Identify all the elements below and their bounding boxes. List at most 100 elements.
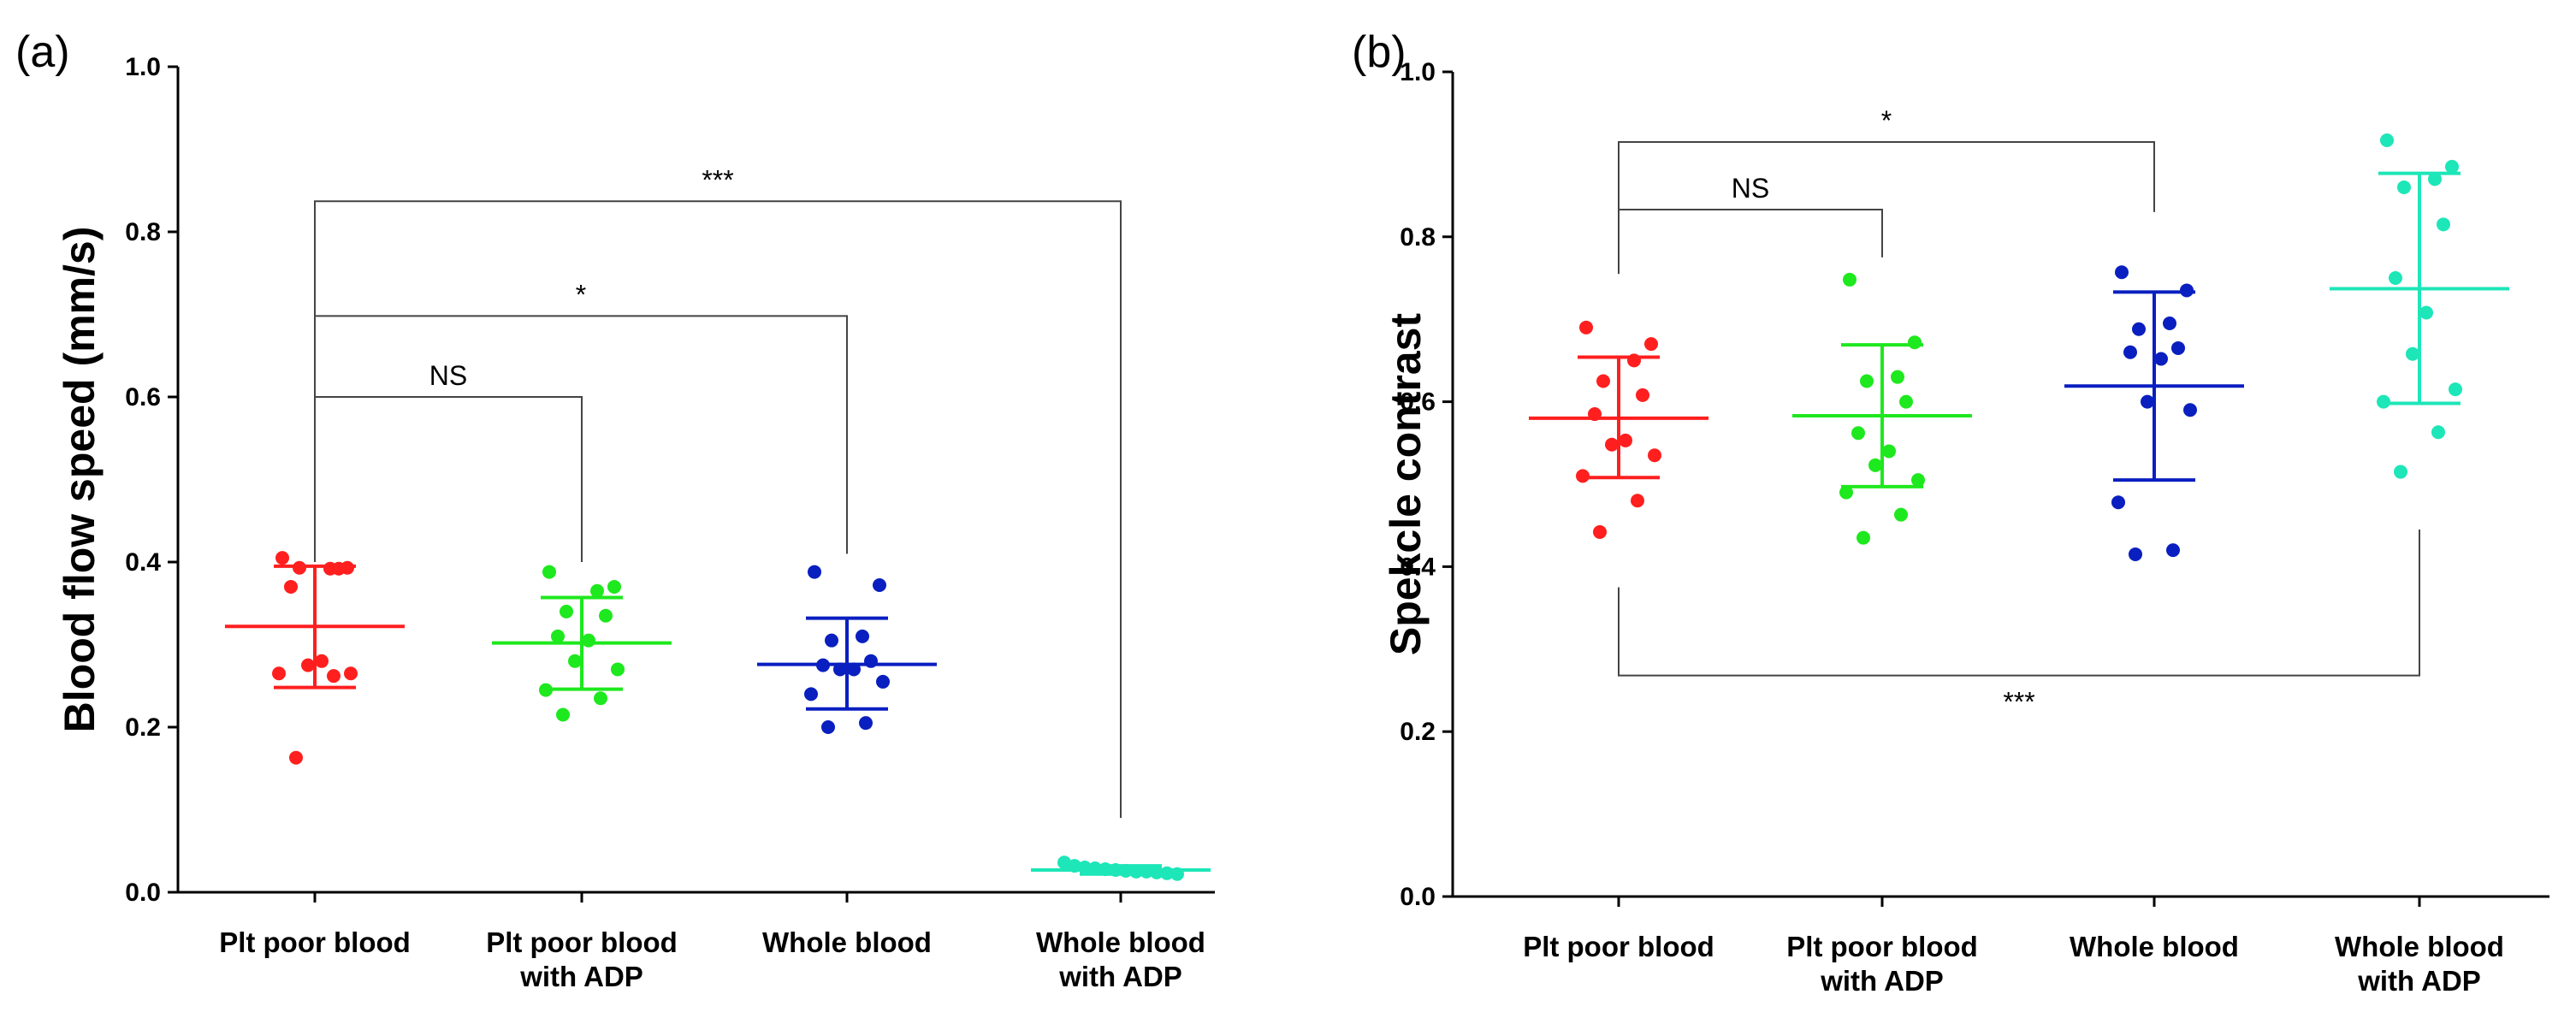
data-point <box>1588 407 1602 422</box>
data-point <box>808 565 821 579</box>
significance-label: NS <box>1732 173 1769 204</box>
data-point <box>864 654 878 668</box>
data-point <box>2141 394 2154 409</box>
data-point <box>275 551 289 565</box>
data-point <box>1593 524 1607 539</box>
data-point <box>1899 394 1913 409</box>
data-point <box>816 658 830 672</box>
panel-label: (a) <box>15 27 70 77</box>
data-point <box>611 662 625 677</box>
data-point <box>594 691 607 706</box>
y-tick-label: 0.2 <box>1400 718 1436 746</box>
data-point <box>1644 337 1658 352</box>
data-point <box>607 579 621 594</box>
significance-label: * <box>1881 105 1892 136</box>
y-axis-title: Spekcle contrast <box>1382 313 1430 656</box>
data-point <box>2428 172 2442 186</box>
data-point <box>804 687 818 701</box>
data-point <box>1579 320 1593 334</box>
data-point <box>599 608 613 623</box>
data-point <box>1911 473 1925 488</box>
x-category-label: Whole blood <box>2335 931 2504 962</box>
data-point <box>2163 317 2176 331</box>
data-point <box>1099 861 1112 876</box>
data-point <box>1843 272 1856 287</box>
data-point <box>1648 448 1661 463</box>
data-point <box>821 720 835 734</box>
x-category-label: Plt poor blood <box>1786 931 1978 962</box>
data-point <box>327 669 341 684</box>
data-point <box>1170 867 1184 881</box>
series-group <box>1792 272 1972 545</box>
significance-label: *** <box>702 164 733 195</box>
data-point <box>1150 865 1164 879</box>
data-point <box>542 565 556 579</box>
data-point <box>2449 382 2462 397</box>
series-group <box>1031 855 1211 881</box>
data-point <box>582 633 595 648</box>
y-tick-label: 0.8 <box>125 218 161 246</box>
significance-bracket <box>1618 530 2420 677</box>
x-category-label: with ADP <box>2357 965 2481 997</box>
significance-bracket <box>314 396 583 562</box>
data-point <box>1596 374 1610 388</box>
data-point <box>1088 861 1102 876</box>
data-point <box>856 629 869 643</box>
data-point <box>876 674 890 689</box>
significance-bracket <box>314 200 1122 819</box>
data-point <box>833 662 847 677</box>
x-category-label: Plt poor blood <box>486 926 678 958</box>
data-point <box>1851 426 1865 441</box>
data-point <box>2419 305 2433 320</box>
y-tick-label: 0.8 <box>1400 223 1436 252</box>
data-point <box>2115 265 2129 280</box>
data-point <box>332 561 346 576</box>
x-category-label: with ADP <box>1820 965 1944 997</box>
data-point <box>272 666 286 681</box>
data-point <box>2389 271 2402 285</box>
panel-a: (a) 0.0 0.2 0.4 0.6 0.8 1.0 Blood flow speed (m… <box>15 27 1215 992</box>
data-point <box>539 683 553 697</box>
data-point <box>1839 485 1853 500</box>
x-category-label: with ADP <box>1058 961 1182 992</box>
y-tick-label: 1.0 <box>1400 58 1436 86</box>
data-point <box>2154 352 2168 366</box>
data-point <box>1160 866 1174 880</box>
data-point <box>2431 425 2445 440</box>
axes <box>1451 72 2549 898</box>
data-point <box>560 604 573 618</box>
x-category-label: with ADP <box>519 961 643 992</box>
data-point <box>2445 159 2459 174</box>
data-point <box>289 750 303 765</box>
data-point <box>2406 346 2419 361</box>
data-point <box>2111 495 2125 510</box>
data-point <box>293 560 306 575</box>
data-point <box>301 658 315 672</box>
y-tick-label: 0.0 <box>1400 883 1436 911</box>
data-point <box>315 654 329 668</box>
data-point <box>2166 543 2180 558</box>
y-tick-label: 0.6 <box>125 383 161 411</box>
x-category-label: Plt poor blood <box>1523 931 1714 962</box>
panel-label: (b) <box>1352 27 1406 77</box>
data-point <box>2377 394 2390 409</box>
data-point <box>2183 403 2197 417</box>
x-category-label: Plt poor blood <box>219 926 411 958</box>
y-tick-label: 0.0 <box>125 879 161 907</box>
data-point <box>2123 345 2137 359</box>
series-group <box>225 551 405 765</box>
data-point <box>1576 469 1590 483</box>
series-group <box>492 565 672 722</box>
data-point <box>1856 530 1870 545</box>
data-point <box>2171 340 2185 355</box>
data-point <box>568 654 582 668</box>
data-point <box>1129 864 1143 879</box>
y-axis-title: Blood flow speed (mm/s) <box>56 227 104 733</box>
data-point <box>1891 370 1904 384</box>
series-group <box>2330 133 2509 479</box>
data-point <box>2437 217 2450 232</box>
data-point <box>1605 437 1619 452</box>
significance-bracket <box>1618 140 2155 275</box>
data-point <box>1908 335 1922 350</box>
